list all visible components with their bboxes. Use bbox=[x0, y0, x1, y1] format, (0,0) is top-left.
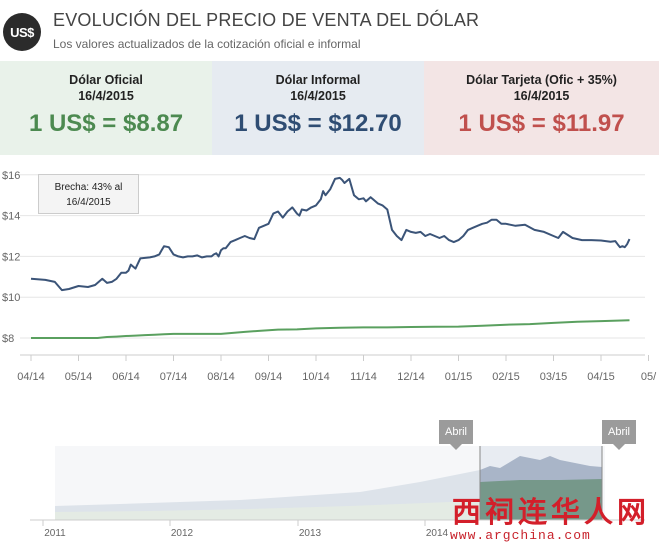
x-tick-label: 04/14 bbox=[17, 371, 45, 383]
navigator-area-oficial-past bbox=[55, 500, 480, 520]
card-date: 16/4/2015 bbox=[78, 89, 134, 103]
watermark: 西祠连华人网 www.argchina.com bbox=[434, 496, 659, 547]
x-tick-label: 07/14 bbox=[160, 371, 188, 383]
watermark-chars: 西祠连华人网 bbox=[452, 495, 651, 529]
card-tarjeta: Dólar Tarjeta (Ofic + 35%) 16/4/2015 1 U… bbox=[424, 61, 659, 155]
x-tick-label: 04/15 bbox=[587, 371, 615, 383]
watermark-url: www.argchina.com bbox=[450, 528, 591, 543]
card-informal: Dólar Informal 16/4/2015 1 US$ = $12.70 bbox=[212, 61, 424, 155]
navigator-year-label: 2011 bbox=[44, 528, 66, 539]
x-tick-label: 02/15 bbox=[492, 371, 520, 383]
y-tick-label: $14 bbox=[2, 211, 20, 223]
range-navigator[interactable]: 2011 2012 2013 2014 bbox=[0, 420, 659, 547]
card-oficial: Dólar Oficial 16/4/2015 1 US$ = $8.87 bbox=[0, 61, 212, 155]
card-label: Dólar Oficial bbox=[69, 73, 143, 87]
brecha-tooltip: Brecha: 43% al 16/4/2015 bbox=[38, 174, 139, 214]
x-tick-label: 06/14 bbox=[112, 371, 140, 383]
x-tick-label: 09/14 bbox=[255, 371, 283, 383]
page-subtitle: Los valores actualizados de la cotizació… bbox=[53, 37, 361, 51]
main-line-chart[interactable]: $8 $10 $12 $14 $16 04/14 05/14 06/14 07/14 08/14 0… bbox=[0, 158, 659, 390]
x-tick-label: 03/15 bbox=[540, 371, 568, 383]
card-label: Dólar Tarjeta (Ofic + 35%) bbox=[466, 73, 617, 87]
x-tick-label: 12/14 bbox=[397, 371, 425, 383]
rate-cards: Dólar Oficial 16/4/2015 1 US$ = $8.87 Dó… bbox=[0, 61, 659, 155]
navigator-year-label: 2012 bbox=[171, 528, 194, 539]
x-tick-label: 10/14 bbox=[302, 371, 330, 383]
navigator-flag-right[interactable]: Abril bbox=[602, 420, 637, 450]
card-date: 16/4/2015 bbox=[513, 89, 570, 103]
logo-badge: US$ bbox=[3, 13, 41, 51]
navigator-area-oficial-selected bbox=[480, 479, 602, 520]
y-tick-label: $8 bbox=[2, 333, 14, 345]
x-tick-label: 11/14 bbox=[350, 371, 377, 383]
tooltip-line1: Brecha: 43% al bbox=[54, 182, 123, 193]
x-tick-label: 05/ bbox=[641, 371, 657, 383]
card-value: 1 US$ = $8.87 bbox=[28, 110, 184, 137]
navigator-year-label: 2013 bbox=[299, 528, 322, 539]
page-title: EVOLUCIÓN DEL PRECIO DE VENTA DEL DÓLAR bbox=[53, 10, 480, 30]
card-value: 1 US$ = $12.70 bbox=[234, 110, 402, 137]
y-tick-label: $16 bbox=[2, 170, 20, 182]
navigator-flag-left[interactable]: Abril bbox=[439, 420, 474, 450]
card-label: Dólar Informal bbox=[275, 73, 361, 87]
y-tick-label: $10 bbox=[2, 292, 20, 304]
oficial-series-line bbox=[31, 319, 630, 339]
informal-series-line bbox=[30, 176, 631, 292]
x-tick-label: 08/14 bbox=[207, 371, 235, 383]
card-date: 16/4/2015 bbox=[290, 89, 346, 103]
y-tick-label: $12 bbox=[2, 251, 20, 263]
card-value: 1 US$ = $11.97 bbox=[458, 110, 625, 137]
x-tick-label: 01/15 bbox=[445, 371, 473, 383]
navigator-year-label: 2014 bbox=[426, 528, 449, 539]
x-tick-label: 05/14 bbox=[65, 371, 93, 383]
tooltip-line2: 16/4/2015 bbox=[66, 197, 111, 208]
